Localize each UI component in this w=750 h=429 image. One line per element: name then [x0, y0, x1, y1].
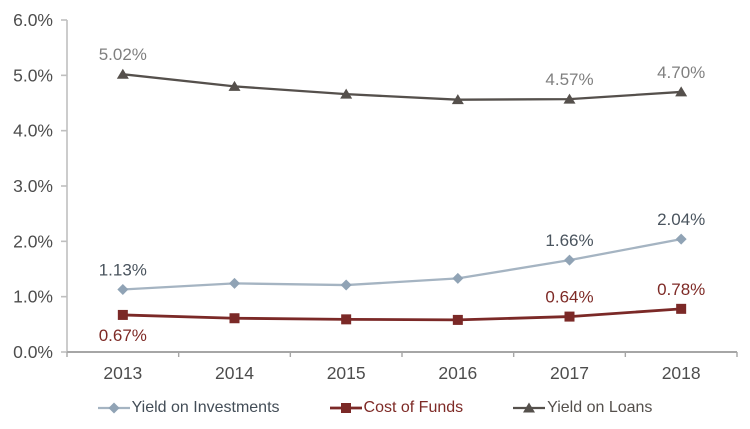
- marker-cost-of-funds: [117, 309, 128, 320]
- x-tick-label: 2016: [438, 363, 477, 383]
- marker-cost-of-funds: [564, 311, 575, 322]
- marker-yield-on-investments: [564, 254, 575, 266]
- marker-yield-on-investments: [675, 233, 687, 245]
- marker-cost-of-funds: [229, 313, 240, 324]
- marker-yield-on-loans: [116, 68, 129, 79]
- legend-item-cost-of-funds: Cost of Funds: [329, 399, 464, 416]
- data-label-cost-of-funds: 0.78%: [657, 280, 705, 299]
- marker-cost-of-funds: [341, 314, 352, 325]
- x-tick-label: 2014: [215, 363, 254, 383]
- y-tick-label: 0.0%: [13, 342, 53, 362]
- legend-label-yield-on-investments: Yield on Investments: [131, 399, 280, 416]
- marker-yield-on-investments: [340, 279, 352, 291]
- marker-cost-of-funds: [676, 303, 687, 314]
- square-marker-icon: [329, 403, 362, 413]
- legend-label-cost-of-funds: Cost of Funds: [363, 399, 464, 416]
- x-tick-label: 2015: [327, 363, 366, 383]
- x-tick-label: 2013: [103, 363, 142, 383]
- marker-yield-on-loans: [563, 93, 576, 104]
- data-label-cost-of-funds: 0.67%: [99, 326, 147, 345]
- series-line-yield-on-loans: [122, 73, 682, 101]
- legend-item-yield-on-investments: Yield on Investments: [97, 399, 280, 416]
- y-tick-label: 4.0%: [13, 121, 53, 141]
- y-tick-label: 1.0%: [13, 287, 53, 307]
- y-tick-label: 2.0%: [13, 231, 53, 251]
- marker-cost-of-funds: [452, 314, 463, 325]
- chart-canvas: 0.0% 1.0% 2.0% 3.0% 4.0% 5.0% 6.0% 2013 2014 2015…: [13, 10, 738, 383]
- triangle-marker-icon: [513, 402, 546, 413]
- data-label-yield-on-investments: 1.13%: [99, 260, 147, 279]
- data-label-yield-on-loans: 4.70%: [657, 63, 705, 82]
- marker-yield-on-investments: [229, 277, 240, 289]
- x-tick-label: 2018: [662, 363, 701, 383]
- marker-yield-on-loans: [228, 80, 241, 91]
- marker-yield-on-investments: [117, 283, 129, 295]
- marker-yield-on-loans: [451, 94, 464, 105]
- data-label-yield-on-investments: 2.04%: [657, 210, 705, 229]
- y-tick-label: 6.0%: [13, 10, 53, 30]
- series-line-yield-on-investments: [122, 237, 682, 291]
- y-tick-label: 5.0%: [13, 65, 53, 85]
- legend-item-yield-on-loans: Yield on Loans: [513, 400, 652, 416]
- y-tick-label: 3.0%: [13, 176, 53, 196]
- marker-yield-on-loans: [675, 86, 688, 97]
- marker-yield-on-investments: [452, 272, 464, 284]
- x-tick-label: 2017: [550, 363, 589, 383]
- diamond-marker-icon: [97, 402, 130, 414]
- data-label-yield-on-investments: 1.66%: [545, 231, 593, 250]
- data-label-yield-on-loans: 4.57%: [545, 70, 593, 89]
- marker-yield-on-loans: [340, 88, 353, 99]
- data-label-cost-of-funds: 0.64%: [545, 288, 593, 307]
- data-label-yield-on-loans: 5.02%: [99, 45, 147, 64]
- legend-label-yield-on-loans: Yield on Loans: [547, 399, 653, 416]
- series-line-cost-of-funds: [122, 307, 682, 322]
- chart-legend: Yield on Investments Cost of Funds Yield o…: [0, 392, 750, 424]
